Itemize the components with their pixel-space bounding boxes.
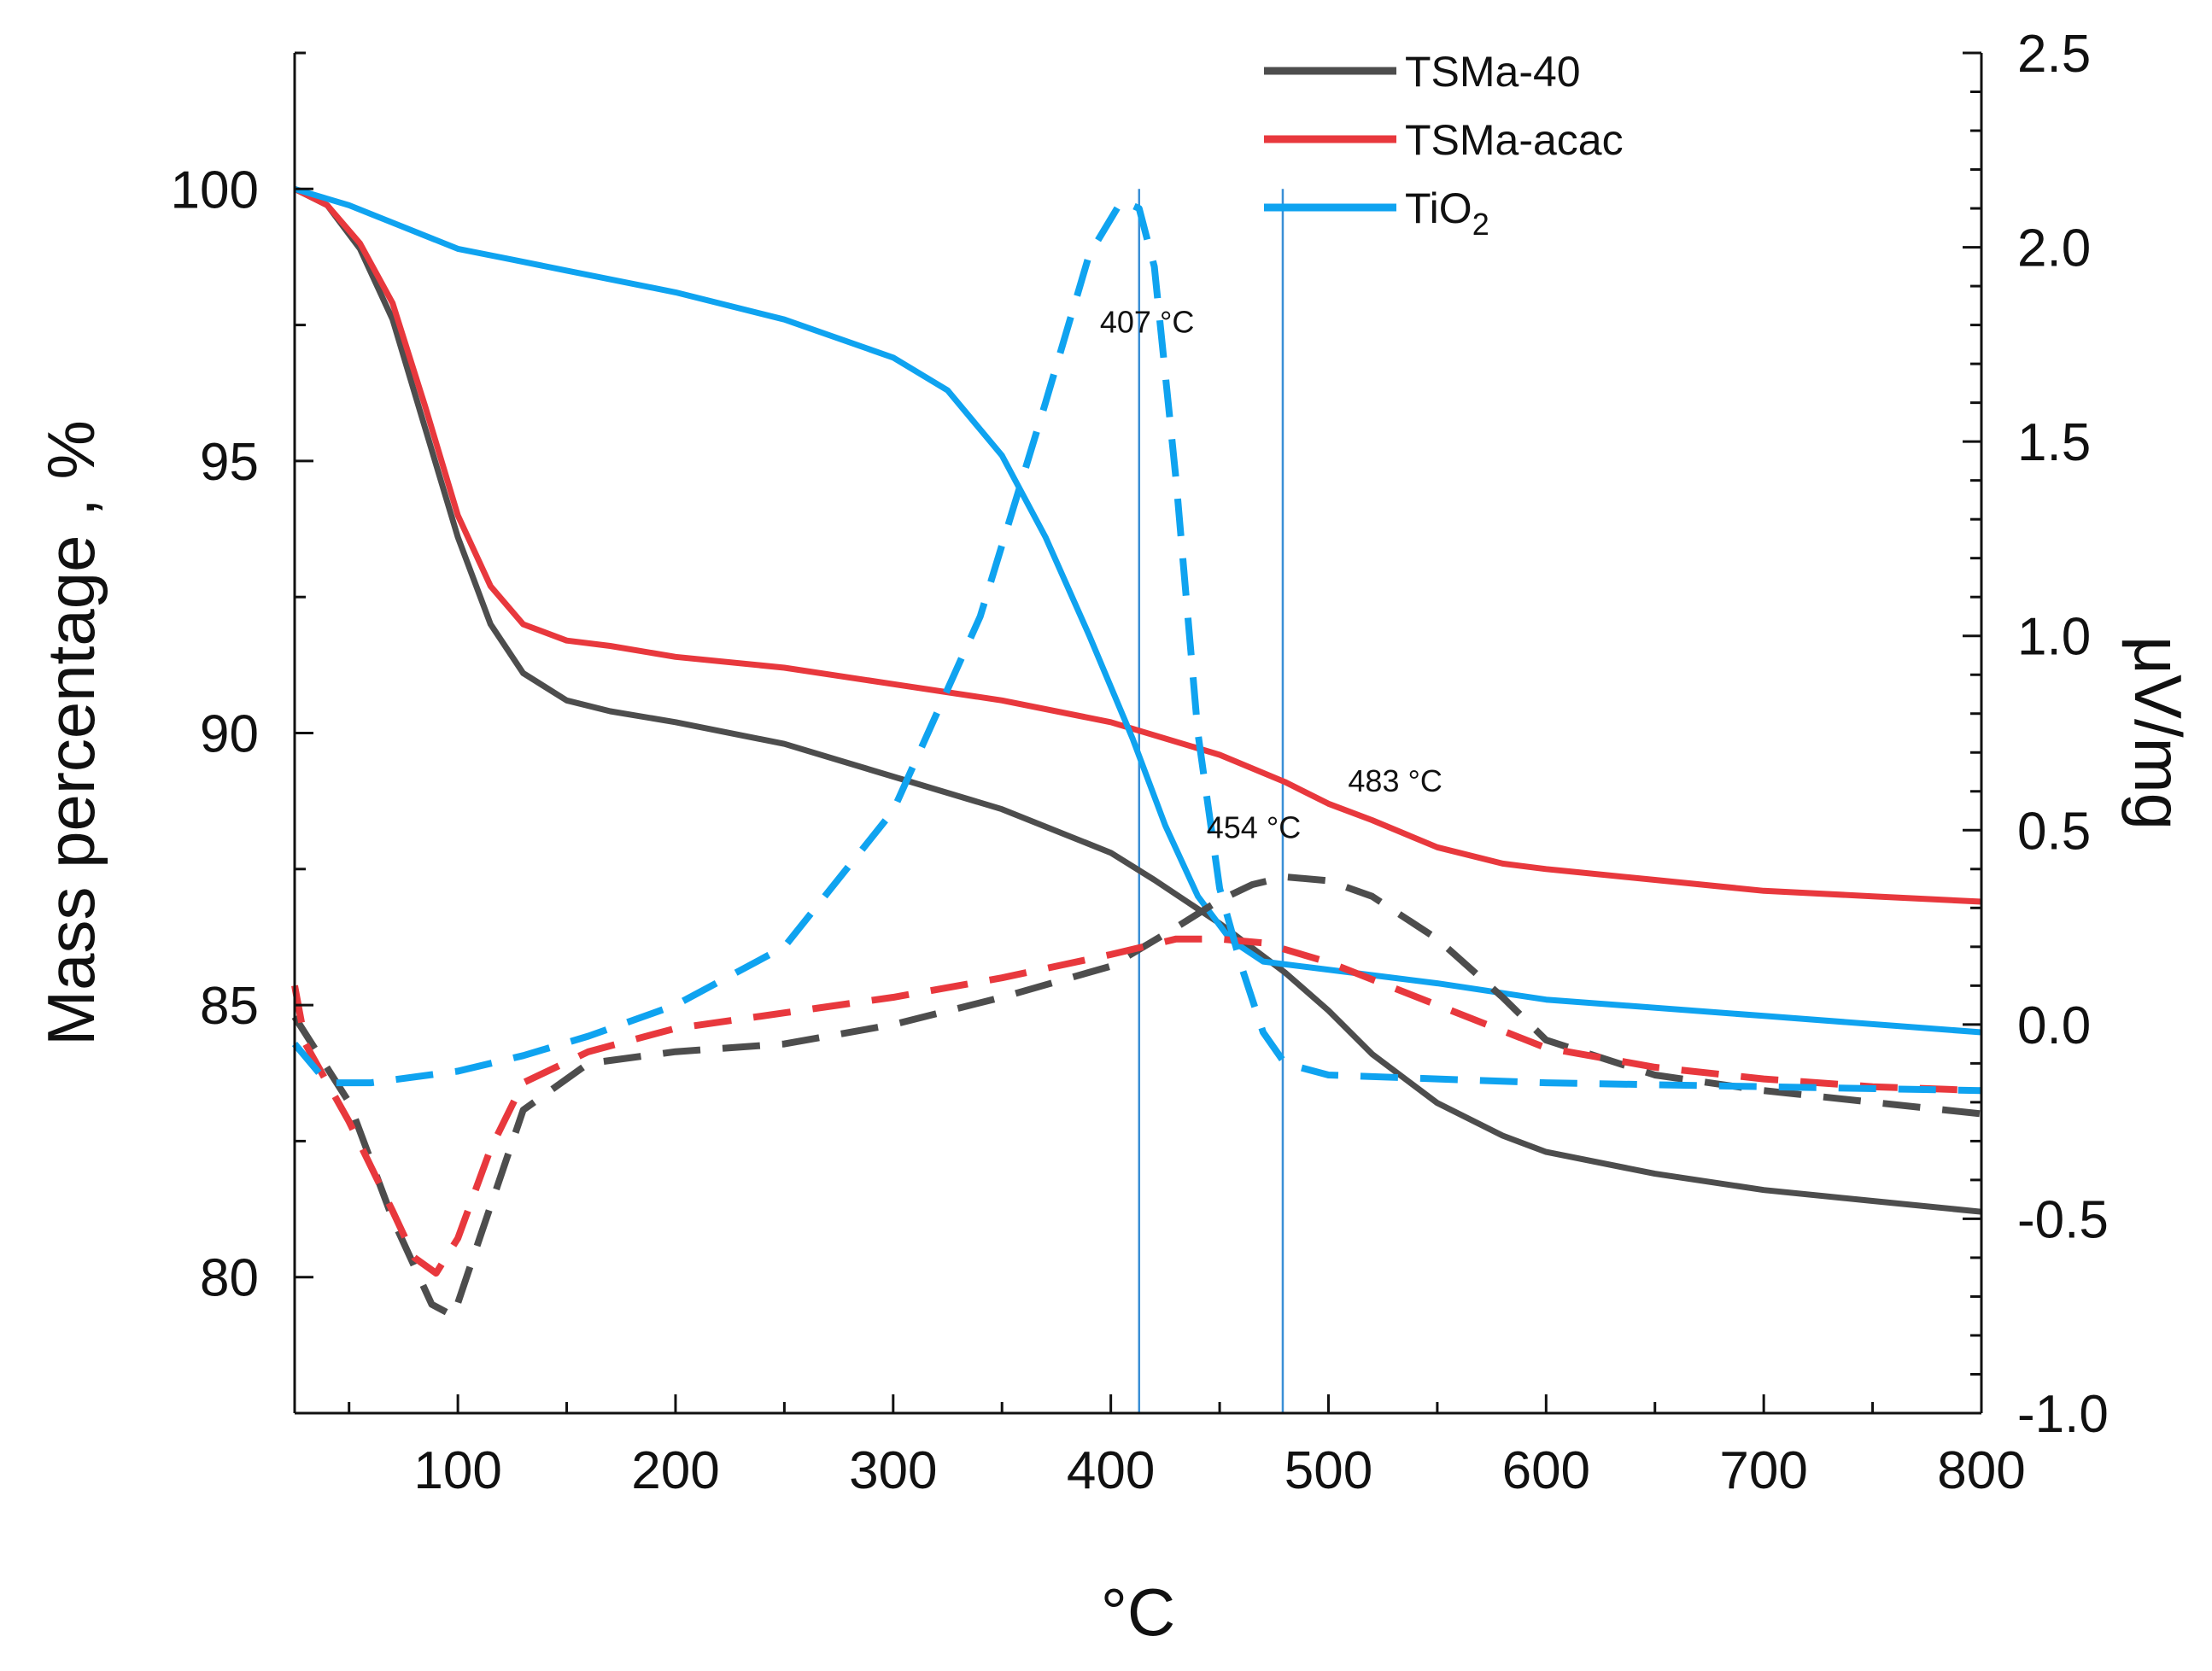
y-left-tick-label: 95 xyxy=(200,433,259,492)
legend-label: TSMa-acac xyxy=(1405,116,1624,164)
y-left-tick-label: 85 xyxy=(200,977,259,1036)
y-right-tick-label: 2.0 xyxy=(2017,219,2091,278)
peak-annotation: 454 °C xyxy=(1207,809,1301,844)
y-right-tick-label: 0.0 xyxy=(2017,996,2091,1055)
y-right-tick-label: 2.5 xyxy=(2017,25,2091,84)
series-line-tsma-acac-dta xyxy=(291,935,1982,1277)
x-tick-label: 700 xyxy=(1719,1441,1807,1500)
series-line-tsma-40-dta xyxy=(291,873,1982,1320)
y-right-tick-label: 1.0 xyxy=(2017,608,2091,667)
x-tick-label: 500 xyxy=(1284,1441,1372,1500)
y-left-tick-label: 100 xyxy=(171,161,259,219)
axes: 100 200 300 400 500 600 700 800 80 85 90 95 100 -1.0 -… xyxy=(33,25,2196,1650)
legend-label: TSMa-40 xyxy=(1405,48,1581,96)
y-right-axis-title: μV/mg xyxy=(2121,636,2196,830)
x-tick-label: 800 xyxy=(1937,1441,2025,1500)
y-left-axis-title: Mass percentage , % xyxy=(33,420,108,1046)
series-group xyxy=(291,185,1982,1320)
x-tick-label: 200 xyxy=(631,1441,719,1500)
x-axis-title: °C xyxy=(1101,1575,1176,1650)
reference-lines xyxy=(1138,189,1284,1413)
y-right-tick-label: 0.5 xyxy=(2017,802,2091,861)
y-right-tick-label: 1.5 xyxy=(2017,413,2091,472)
x-tick-label: 600 xyxy=(1502,1441,1590,1500)
x-tick-label: 400 xyxy=(1067,1441,1155,1500)
x-tick-label: 100 xyxy=(413,1441,501,1500)
legend: TSMa-40 TSMa-acac TiO2 xyxy=(1264,48,1624,242)
peak-annotation: 407 °C xyxy=(1100,305,1194,340)
y-left-tick-label: 80 xyxy=(200,1249,259,1308)
y-left-tick-label: 90 xyxy=(200,705,259,764)
series-line-tsma-acac xyxy=(293,186,1982,905)
x-tick-label: 300 xyxy=(849,1441,937,1500)
y-right-tick-label: -0.5 xyxy=(2017,1190,2109,1249)
legend-label: TiO2 xyxy=(1405,184,1489,242)
peak-annotation: 483 °C xyxy=(1348,763,1442,798)
y-right-tick-label: -1.0 xyxy=(2017,1385,2109,1444)
series-line-tio2-dta xyxy=(291,197,1982,1095)
series-line-tsma-40 xyxy=(293,186,1982,1215)
annotations: 407 °C 483 °C 454 °C xyxy=(1100,305,1442,845)
